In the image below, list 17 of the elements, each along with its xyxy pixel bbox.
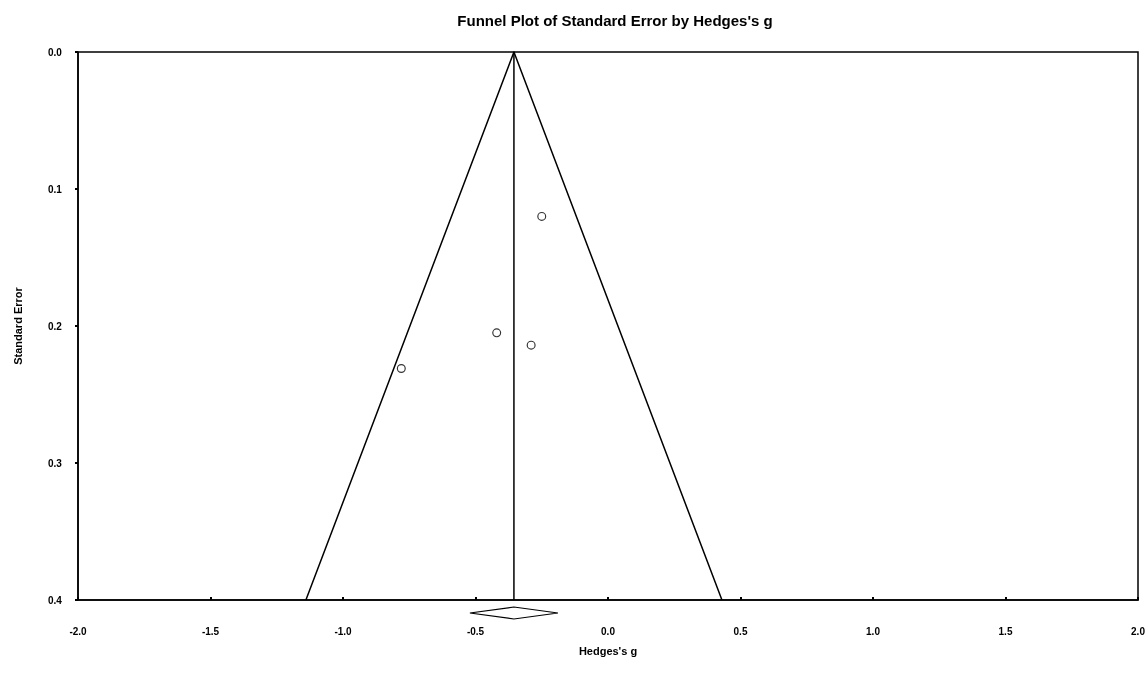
y-tick-label: 0.3	[48, 457, 63, 469]
chart-title: Funnel Plot of Standard Error by Hedges's g	[457, 12, 773, 29]
x-axis-title: Hedges's g	[578, 644, 638, 657]
x-tick-label: 0.0	[601, 625, 616, 637]
x-tick-label: -2.0	[69, 625, 88, 637]
x-tick-label: 1.5	[998, 625, 1013, 637]
x-tick-label: 0.5	[733, 625, 748, 637]
x-tick-label: -1.0	[334, 625, 353, 637]
y-tick-label: 0.4	[48, 594, 63, 606]
y-tick-label: 0.1	[48, 183, 63, 195]
y-tick-label: 0.2	[48, 320, 63, 332]
x-tick-label: -0.5	[466, 625, 485, 637]
y-tick-label: 0.0	[48, 46, 63, 58]
x-tick-label: -1.5	[201, 625, 220, 637]
x-tick-label: 2.0	[1131, 625, 1146, 637]
x-tick-label: 1.0	[866, 625, 881, 637]
y-axis-title: Standard Error	[11, 286, 24, 365]
